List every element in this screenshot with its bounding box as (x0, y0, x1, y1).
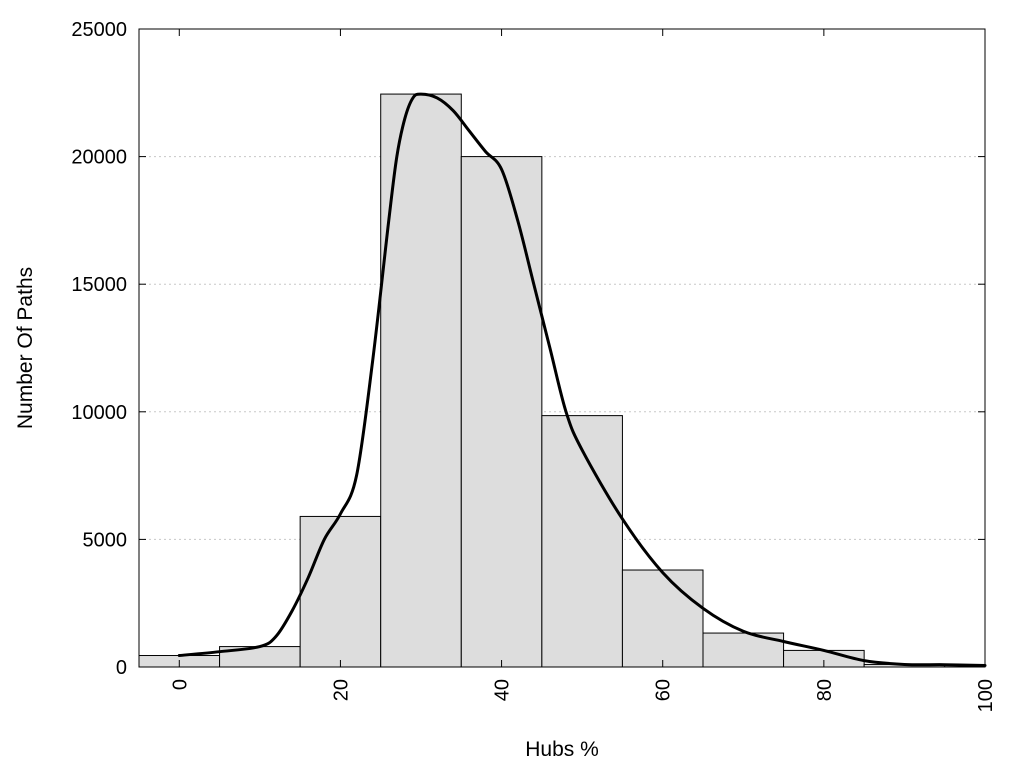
x-tick-label: 40 (492, 679, 514, 701)
histogram-bar (299, 515, 382, 668)
y-tick-label: 25000 (71, 19, 127, 41)
plot-frame (138, 28, 986, 668)
y-tick-label: 5000 (83, 529, 128, 551)
x-axis: 0 20 40 60 80 100 (169, 29, 997, 712)
y-axis-title: Number Of Paths (14, 267, 37, 429)
y-tick-label: 10000 (71, 402, 127, 424)
histogram-bar (541, 415, 623, 668)
y-axis: 0 5000 10000 15000 20000 25000 (71, 19, 985, 679)
y-tick-label: 20000 (71, 147, 127, 169)
y-tick-label: 15000 (71, 274, 127, 296)
x-tick-label: 100 (975, 679, 997, 712)
histogram-bar (460, 156, 543, 668)
y-tick-label: 0 (116, 657, 127, 679)
x-tick-label: 0 (169, 679, 191, 690)
x-tick-label: 80 (814, 679, 836, 701)
histogram-bar (621, 569, 704, 668)
x-tick-label: 20 (330, 679, 352, 701)
gridlines (139, 156, 985, 540)
density-curve (177, 92, 987, 667)
x-axis-title: Hubs % (525, 738, 599, 761)
histogram-bars (138, 93, 946, 668)
x-tick-label: 60 (653, 679, 675, 701)
